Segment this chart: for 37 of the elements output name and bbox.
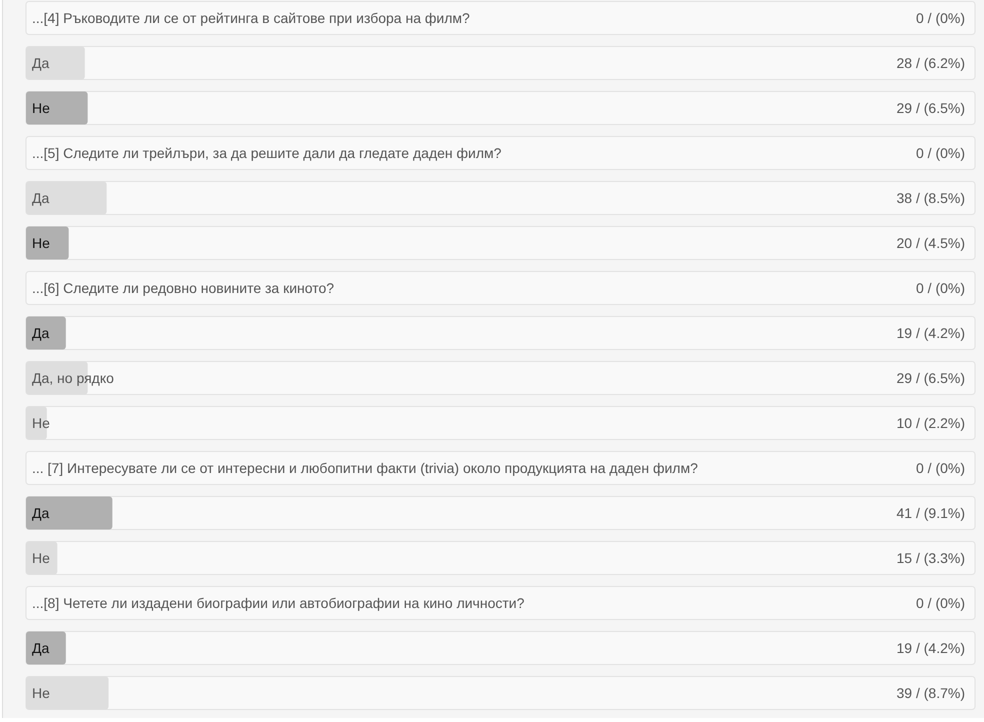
y-tick-label: ... [7] Интересувате ли се от интересни и любопитни факти (trivia) около продукцията на даден филм? [32,460,698,476]
data-label: 15 / (3.3%) [896,550,965,566]
data-label: 0 / (0%) [916,280,965,296]
data-label: 0 / (0%) [916,10,965,26]
data-label: 28 / (6.2%) [896,54,965,71]
y-tick-label: Да [32,504,50,521]
y-tick-label: ...[4] Ръководите ли се от рейтинга в сайтове при избора на филм? [32,10,470,26]
y-tick-label: ...[8] Четете ли издадени биографии или автобиографии на кино личности? [32,594,525,611]
y-tick-label: Не [32,414,50,431]
bar [26,226,69,260]
data-label: 20 / (4.5%) [896,234,965,251]
data-label: 19 / (4.2%) [896,324,965,341]
y-tick-label: Да [32,54,50,71]
data-label: 0 / (0%) [916,144,965,161]
y-tick-label: Да [32,640,50,656]
y-tick-label: Да [32,190,50,206]
data-label: 0 / (0%) [916,594,965,611]
bar [26,496,112,530]
data-label: 38 / (8.5%) [896,190,965,206]
data-label: 19 / (4.2%) [896,640,965,656]
bar [26,632,66,664]
y-tick-label: Не [32,234,50,251]
data-label: 39 / (8.7%) [896,684,965,701]
y-tick-label: Не [32,100,50,116]
bar [26,316,66,350]
data-label: 29 / (6.5%) [896,370,965,386]
y-tick-label: Да, но рядко [32,370,114,386]
data-label: 10 / (2.2%) [896,414,965,431]
data-label: 41 / (9.1%) [896,504,965,521]
y-tick-label: ...[6] Следите ли редовно новините за киното? [32,280,334,296]
y-tick-label: Не [32,684,50,701]
y-tick-label: Не [32,550,50,566]
y-tick-label: ...[5] Следите ли трейлъри, за да решите дали да гледате даден филм? [32,144,502,161]
data-label: 0 / (0%) [916,460,965,476]
data-label: 29 / (6.5%) [896,100,965,116]
y-tick-label: Да [32,324,50,341]
bar [26,92,88,124]
